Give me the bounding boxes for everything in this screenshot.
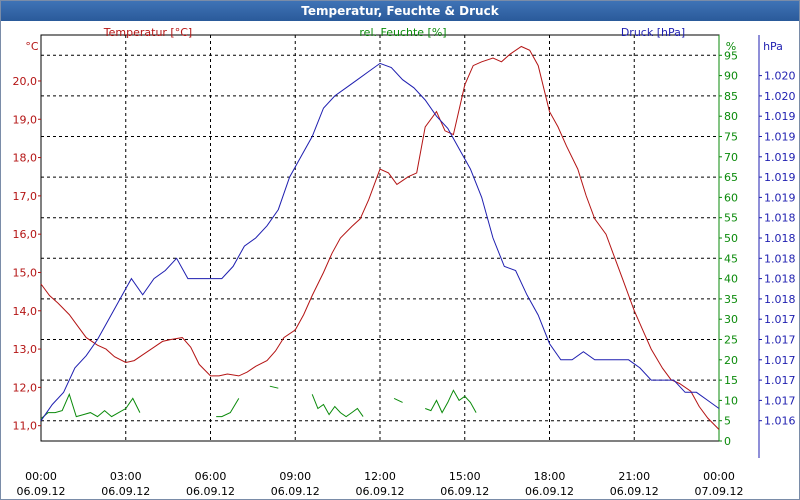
pressure-tick-label: 1.019 [764, 110, 796, 123]
series-line-humidity-segment [393, 397, 403, 403]
humidity-tick-label: 55 [724, 212, 738, 225]
series-line-humidity-segment [216, 398, 240, 418]
humidity-axis-label: rel. Feuchte [%] [359, 26, 446, 39]
pressure-tick-label: 1.017 [764, 374, 796, 387]
humidity-tick-label: 90 [724, 70, 738, 83]
pressure-tick-label: 1.018 [764, 232, 796, 245]
temperature-tick-label: 19,0 [13, 113, 38, 126]
humidity-tick-label: 0 [724, 435, 731, 448]
x-tick-time: 21:00 [618, 470, 650, 483]
pressure-tick-label: 1.020 [764, 70, 796, 83]
pressure-tick-label: 1.019 [764, 191, 796, 204]
x-tick-time: 00:00 [703, 470, 735, 483]
pressure-tick-label: 1.017 [764, 313, 796, 326]
x-tick-date: 06.09.12 [17, 485, 66, 498]
x-tick-time: 03:00 [110, 470, 142, 483]
pressure-tick-label: 1.018 [764, 273, 796, 286]
x-tick-time: 12:00 [364, 470, 396, 483]
temperature-tick-label: 16,0 [13, 228, 38, 241]
humidity-tick-label: 70 [724, 151, 738, 164]
series-line-humidity-segment [269, 385, 279, 389]
x-tick-date: 06.09.12 [271, 485, 320, 498]
x-tick-date: 06.09.12 [101, 485, 150, 498]
x-tick-date: 07.09.12 [695, 485, 744, 498]
humidity-tick-label: 20 [724, 354, 738, 367]
humidity-tick-label: 75 [724, 131, 738, 144]
temperature-tick-label: 18,0 [13, 152, 38, 165]
temperature-tick-label: 12,0 [13, 381, 38, 394]
series-group [40, 45, 720, 430]
x-tick-time: 09:00 [279, 470, 311, 483]
humidity-tick-label: 30 [724, 313, 738, 326]
humidity-tick-label: 35 [724, 293, 738, 306]
temperature-tick-label: 15,0 [13, 266, 38, 279]
x-tick-time: 15:00 [449, 470, 481, 483]
pressure-tick-label: 1.020 [764, 90, 796, 103]
x-tick-time: 18:00 [534, 470, 566, 483]
temperature-axis-label: Temperatur [°C] [103, 26, 192, 39]
pressure-tick-label: 1.017 [764, 334, 796, 347]
x-tick-time: 00:00 [25, 470, 57, 483]
x-tick-time: 06:00 [195, 470, 227, 483]
humidity-tick-label: 80 [724, 110, 738, 123]
humidity-tick-label: 85 [724, 90, 738, 103]
humidity-tick-label: 15 [724, 374, 738, 387]
pressure-tick-label: 1.016 [764, 415, 796, 428]
humidity-tick-label: 60 [724, 191, 738, 204]
temperature-unit: °C [25, 40, 39, 53]
x-tick-date: 06.09.12 [356, 485, 405, 498]
humidity-tick-label: 50 [724, 232, 738, 245]
temperature-tick-label: 13,0 [13, 343, 38, 356]
pressure-tick-label: 1.019 [764, 151, 796, 164]
pressure-tick-label: 1.018 [764, 252, 796, 265]
chart-title: Temperatur, Feuchte & Druck [1, 1, 799, 21]
temperature-tick-label: 17,0 [13, 190, 38, 203]
series-line-pressure [40, 62, 720, 421]
humidity-tick-label: 45 [724, 252, 738, 265]
x-tick-date: 06.09.12 [525, 485, 574, 498]
temperature-tick-label: 11,0 [13, 420, 38, 433]
pressure-tick-label: 1.019 [764, 131, 796, 144]
series-line-temperature [40, 45, 720, 430]
series-line-humidity-segment [425, 389, 477, 414]
axes [38, 34, 762, 458]
humidity-tick-label: 5 [724, 415, 731, 428]
humidity-tick-label: 65 [724, 171, 738, 184]
pressure-axis-label: Druck [hPa] [621, 26, 685, 39]
humidity-tick-label: 95 [724, 49, 738, 62]
temperature-tick-label: 14,0 [13, 305, 38, 318]
grid [41, 35, 719, 441]
pressure-tick-label: 1.017 [764, 354, 796, 367]
x-tick-date: 06.09.12 [610, 485, 659, 498]
x-tick-date: 06.09.12 [440, 485, 489, 498]
temperature-tick-label: 20,0 [13, 75, 38, 88]
pressure-tick-label: 1.018 [764, 212, 796, 225]
pressure-unit: hPa [763, 40, 783, 53]
humidity-tick-label: 40 [724, 273, 738, 286]
humidity-tick-label: 25 [724, 334, 738, 347]
pressure-tick-label: 1.017 [764, 394, 796, 407]
pressure-tick-label: 1.018 [764, 293, 796, 306]
series-line-humidity-segment [311, 394, 364, 418]
humidity-tick-label: 10 [724, 394, 738, 407]
x-tick-date: 06.09.12 [186, 485, 235, 498]
pressure-tick-label: 1.019 [764, 171, 796, 184]
tick-labels: Temperatur [°C] rel. Feuchte [%] Druck [… [13, 26, 796, 498]
series-line-humidity [40, 392, 141, 420]
humidity-unit: % [726, 40, 736, 53]
